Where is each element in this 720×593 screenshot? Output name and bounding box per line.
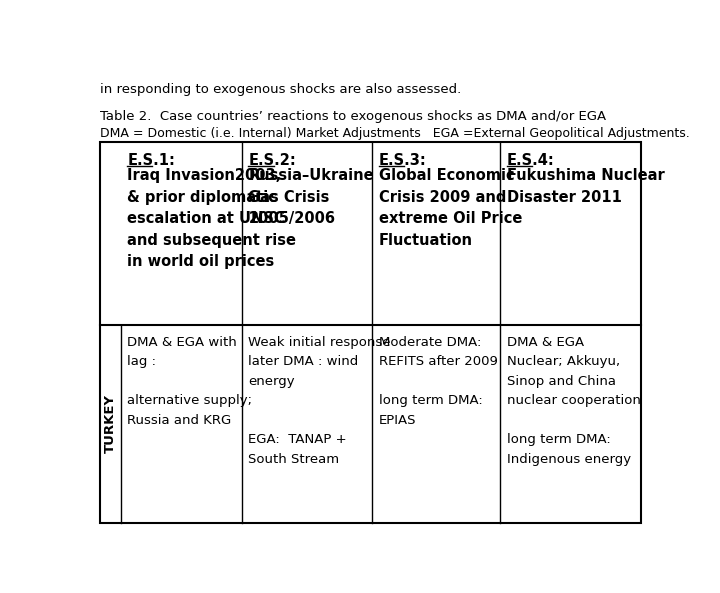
Text: in responding to exogenous shocks are also assessed.: in responding to exogenous shocks are al… xyxy=(100,82,462,95)
Text: Weak initial response
later DMA : wind
energy


EGA:  TANAP +
South Stream: Weak initial response later DMA : wind e… xyxy=(248,336,391,466)
Text: Russia–Ukraine
Gas Crisis
2005/2006: Russia–Ukraine Gas Crisis 2005/2006 xyxy=(248,168,374,226)
Text: Iraq Invasion2003,
& prior diplomatic
escalation at UNSC
and subsequent rise
in : Iraq Invasion2003, & prior diplomatic es… xyxy=(127,168,297,269)
Bar xyxy=(100,142,642,523)
Text: Moderate DMA:
REFITS after 2009

long term DMA:
EPIAS: Moderate DMA: REFITS after 2009 long ter… xyxy=(379,336,498,427)
Text: E.S.1:: E.S.1: xyxy=(127,154,175,168)
Text: DMA = Domestic (i.e. Internal) Market Adjustments   EGA =External Geopolitical A: DMA = Domestic (i.e. Internal) Market Ad… xyxy=(100,127,690,140)
Text: E.S.4:: E.S.4: xyxy=(507,154,554,168)
Text: DMA & EGA with
lag :

alternative supply;
Russia and KRG: DMA & EGA with lag : alternative supply;… xyxy=(127,336,253,427)
Text: E.S.2:: E.S.2: xyxy=(248,154,296,168)
Text: Table 2.  Case countries’ reactions to exogenous shocks as DMA and/or EGA: Table 2. Case countries’ reactions to ex… xyxy=(100,110,606,123)
Text: DMA & EGA
Nuclear; Akkuyu,
Sinop and China
nuclear cooperation

long term DMA:
I: DMA & EGA Nuclear; Akkuyu, Sinop and Chi… xyxy=(507,336,641,466)
Text: Fukushima Nuclear
Disaster 2011: Fukushima Nuclear Disaster 2011 xyxy=(507,168,665,205)
Text: TURKEY: TURKEY xyxy=(104,394,117,454)
Text: E.S.3:: E.S.3: xyxy=(379,154,427,168)
Text: Global Economic
Crisis 2009 and
extreme Oil Price
Fluctuation: Global Economic Crisis 2009 and extreme … xyxy=(379,168,523,248)
